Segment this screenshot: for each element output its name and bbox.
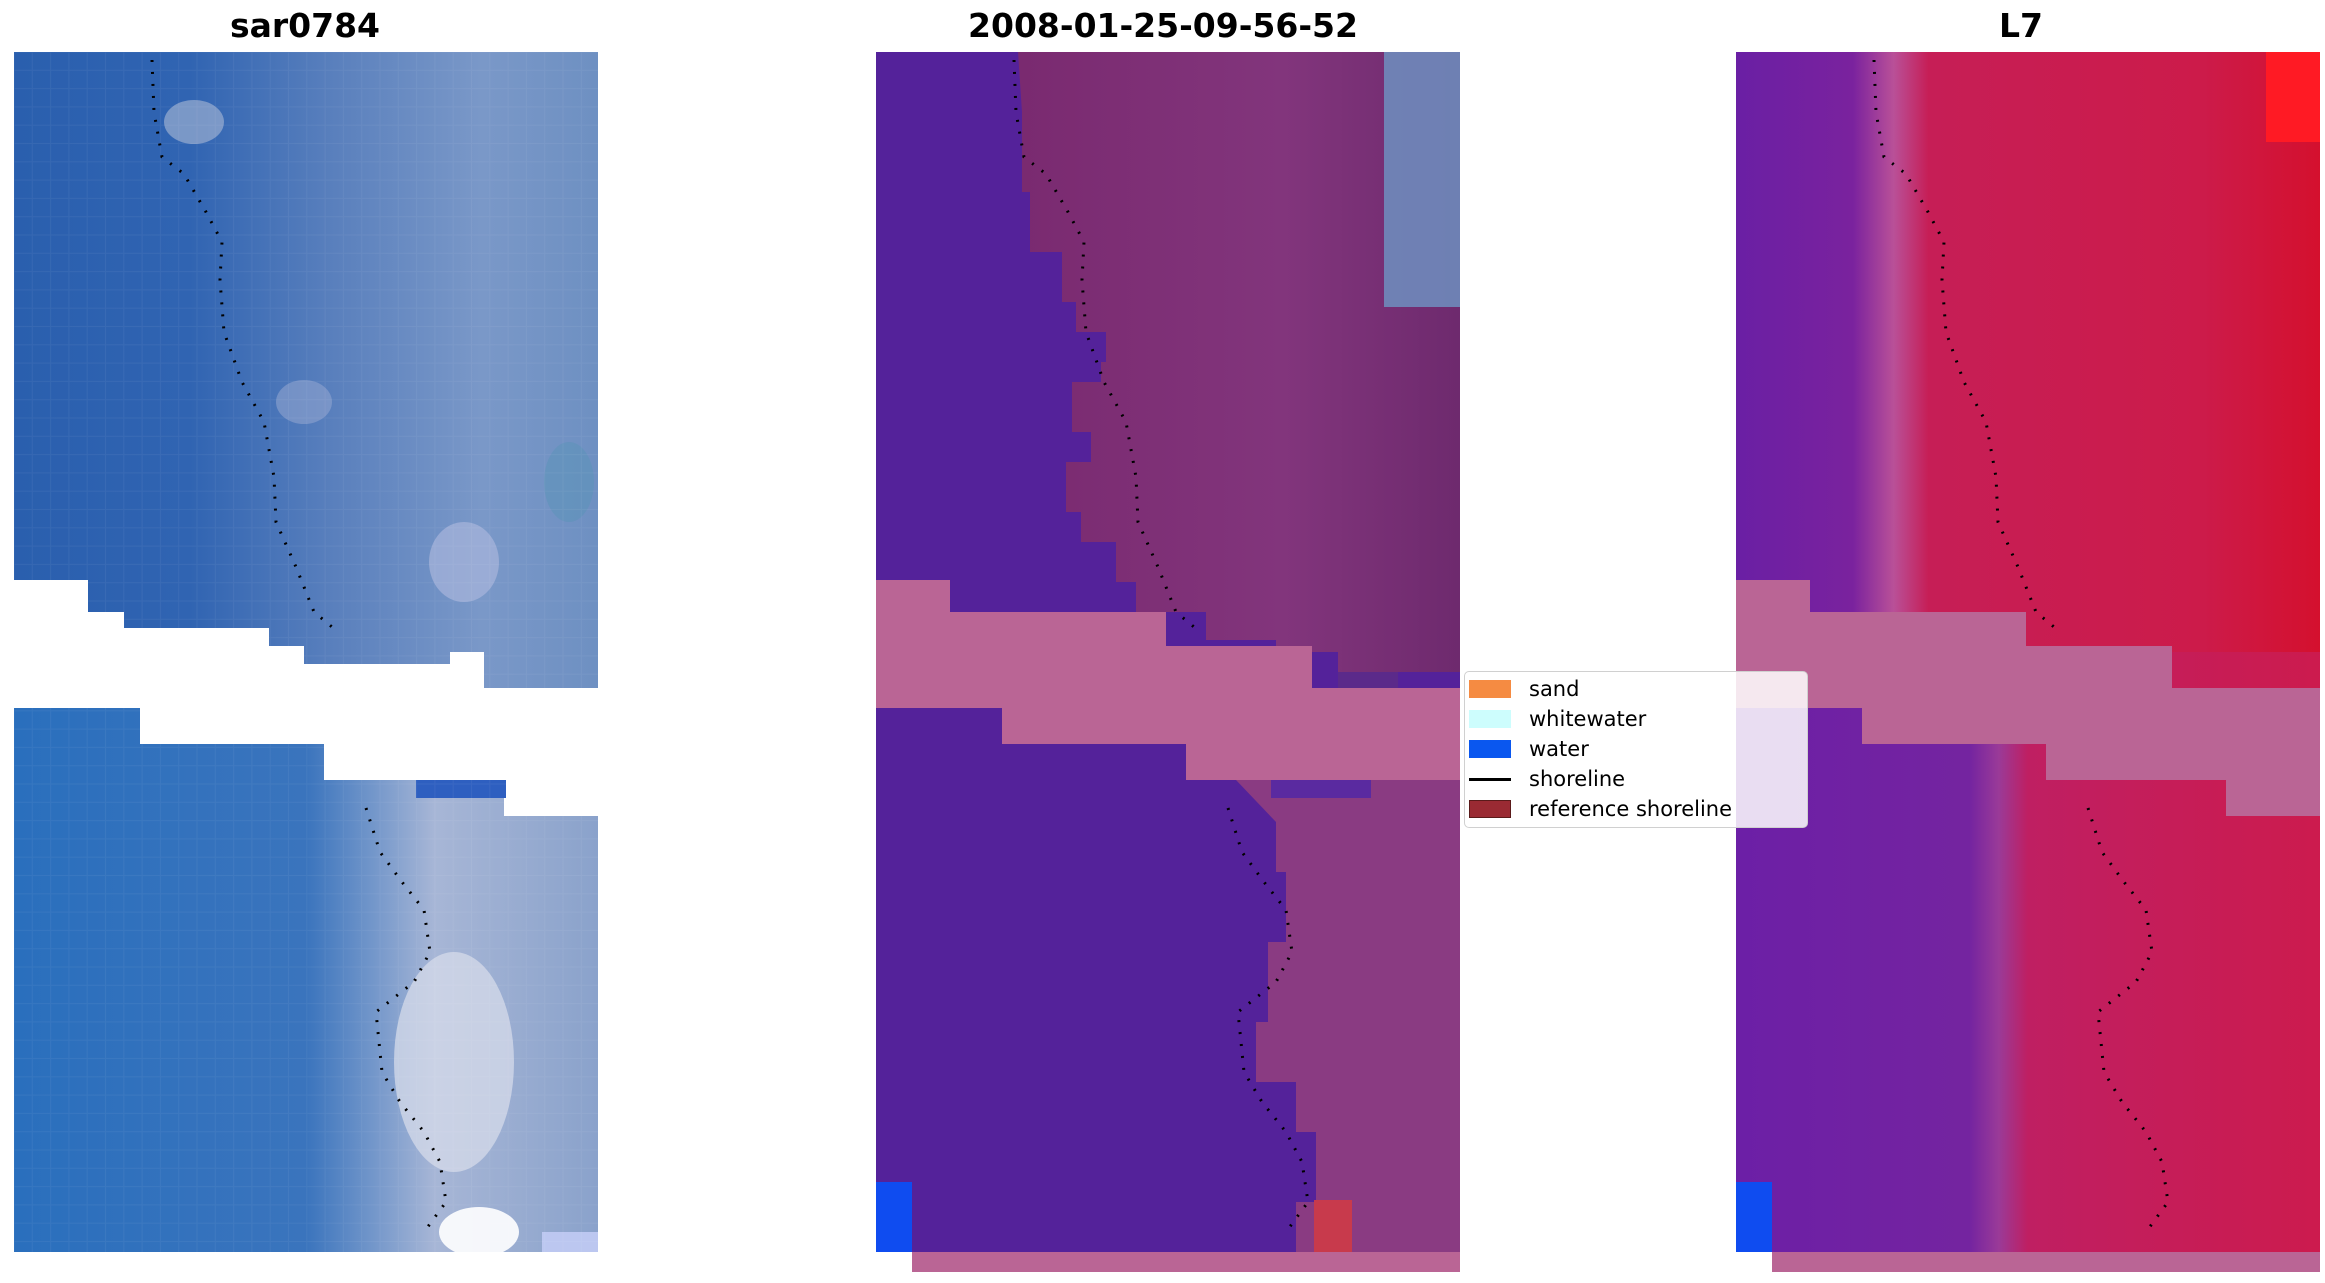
index-panel	[1736, 52, 2320, 1272]
legend-label: sand	[1529, 677, 1580, 701]
legend-label: shoreline	[1529, 767, 1626, 791]
sand-swatch	[1469, 680, 1511, 698]
water-swatch	[1469, 740, 1511, 758]
legend-item-shoreline: shoreline	[1469, 765, 1625, 793]
legend-item-whitewater: whitewater	[1469, 705, 1646, 733]
legend-label: reference shoreline	[1529, 797, 1733, 821]
legend-item-reference-shoreline: reference shoreline	[1469, 795, 1732, 823]
legend-item-sand: sand	[1469, 675, 1579, 703]
reference-shoreline-swatch	[1469, 800, 1511, 818]
shoreline-swatch	[1469, 777, 1511, 781]
panel-title-index: L7	[1999, 6, 2043, 45]
legend-label: water	[1529, 737, 1589, 761]
panel-title-classification: 2008-01-25-09-56-52	[968, 6, 1358, 45]
legend-item-water: water	[1469, 735, 1589, 763]
legend-label: whitewater	[1529, 707, 1647, 731]
whitewater-swatch	[1469, 710, 1511, 728]
rgb-image-panel	[14, 52, 598, 1252]
classification-panel	[876, 52, 1460, 1272]
panel-title-rgb: sar0784	[229, 6, 381, 45]
legend: sand whitewater water shoreline referenc…	[1464, 671, 1808, 828]
